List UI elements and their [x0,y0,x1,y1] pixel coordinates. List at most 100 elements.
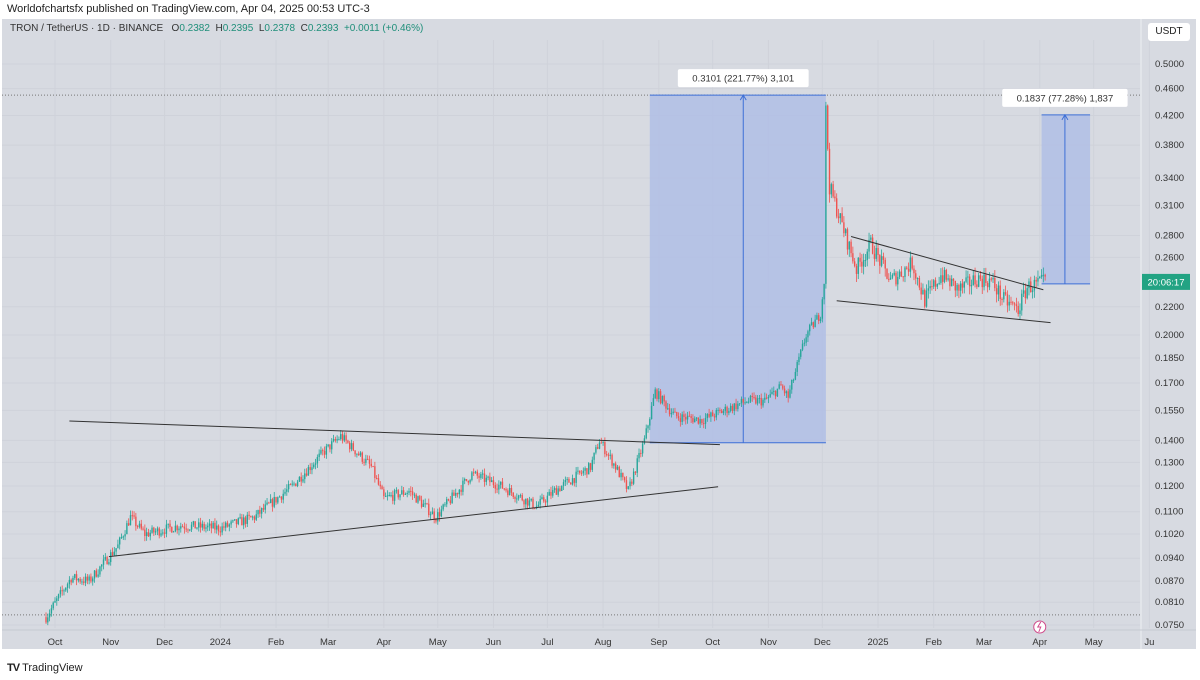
candle-down [158,528,160,536]
candle-up [821,299,824,319]
candle-down [345,435,347,441]
candle-up [239,517,241,519]
candle-down [70,579,72,583]
candle-down [144,529,146,537]
candle-up [636,458,638,473]
candle-down [656,389,658,400]
candle-up [386,495,389,497]
candle-down [690,416,692,419]
candle-down [735,403,737,410]
grid [2,40,1150,628]
candle-up [747,401,750,403]
candle-down [90,576,92,582]
candle-down [483,473,486,482]
price-tick-label: 0.3800 [1155,140,1184,151]
candle-up [160,533,162,536]
candle-up [591,459,594,470]
candle-up [825,105,827,284]
candle-down [918,278,921,288]
candle-up [327,444,329,447]
candle-up [875,247,877,259]
candle-up [65,587,67,591]
wedge-upper-trendline [850,236,1044,291]
candle-up [773,390,775,392]
price-tick-label: 0.1020 [1155,529,1184,540]
candle-up [588,463,590,475]
candle-up [947,278,949,280]
candle-up [956,284,958,291]
time-tick-label: Dec [156,637,173,648]
candle-up [925,290,928,307]
candle-down [45,617,47,623]
candle-up [1042,274,1045,276]
candle-down [607,454,610,456]
candle-up [789,389,791,398]
candle-up [145,532,148,537]
candle-up [110,552,112,563]
candle-up [670,413,673,415]
time-tick-label: 2024 [210,637,231,648]
candle-up [205,527,207,529]
candle-up [889,277,892,280]
time-tick-label: Oct [705,637,720,648]
candle-up [1022,290,1025,294]
candle-down [579,470,581,473]
time-axis: Oct Nov Dec 2024 Feb Mar Apr May Jun Jul Aug Sep Oct… [2,620,1196,648]
candle-down [703,423,705,425]
candle-up [830,184,833,195]
candle-up [343,435,346,441]
candle-up [652,398,655,406]
candle-up [99,566,101,575]
candle-up [695,417,698,419]
candle-up [251,516,254,518]
candle-down [501,481,504,489]
arrow-head-icon [739,94,747,101]
candle-up [864,259,867,261]
candle-down [765,397,768,399]
candle-down [169,523,171,528]
candle-down [241,517,243,526]
currency-unit-button[interactable]: USDT [1148,23,1190,41]
candle-up [571,478,574,485]
candle-up [455,492,457,496]
candle-down [846,229,849,250]
candle-down [934,280,937,287]
candle-up [338,439,340,441]
candle-down [347,440,349,443]
candle-down [426,503,428,505]
candle-up [458,489,461,495]
candle-down [568,479,570,483]
candle-up [365,458,367,463]
candle-up [282,493,284,500]
candle-down [111,552,114,556]
candle-up [260,508,263,514]
candle-up [609,454,611,456]
candle-down [570,482,572,485]
time-tick-label: Dec [814,637,831,648]
candle-down [949,278,951,287]
candle-up [413,494,416,496]
candle-up [566,479,568,481]
candle-up [1008,301,1010,306]
candle-down [837,216,840,219]
candle-up [340,434,342,440]
candle-up [320,450,322,454]
time-tick-label: 2025 [867,637,888,648]
symbol-name[interactable]: TRON / TetherUS · 1D · BINANCE [10,23,164,34]
candle-down [523,500,525,505]
candle-up [293,483,295,485]
tradingview-logo[interactable]: TV TradingView [7,662,83,674]
candle-up [464,479,466,481]
price-tick-label: 0.1300 [1155,457,1184,468]
chart-pane[interactable] [2,19,1196,649]
candle-up [1040,275,1043,277]
candle-down [61,590,63,592]
price-tick-label: 0.0870 [1155,576,1184,587]
candle-up [180,526,182,529]
candle-down [262,508,265,510]
candle-up [316,457,319,464]
candle-down [447,499,450,501]
price-tick-label: 0.1850 [1155,353,1184,364]
candle-down [994,278,996,289]
